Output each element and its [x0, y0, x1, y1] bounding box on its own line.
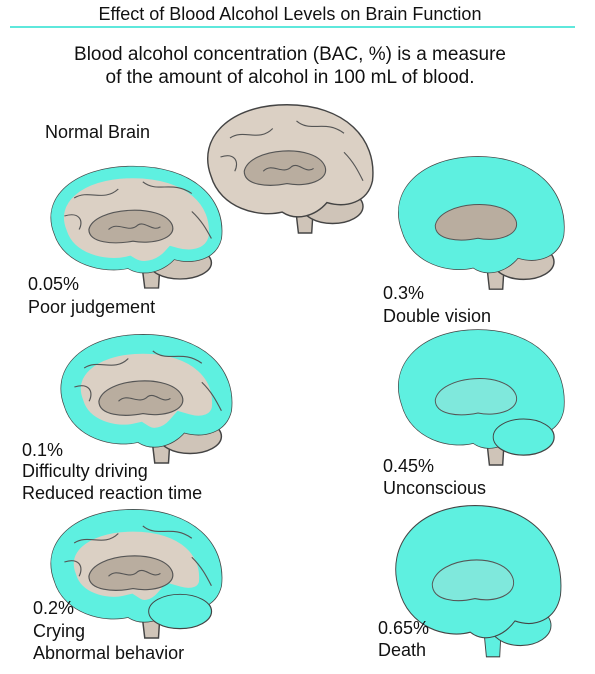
effect-label: Difficulty driving: [22, 461, 148, 481]
effect-label: Abnormal behavior: [33, 643, 184, 663]
brain-0-1: [61, 335, 231, 463]
bac-label: 0.05%: [28, 274, 79, 294]
effect-label: Crying: [33, 621, 85, 641]
subtitle-line: of the amount of alcohol in 100 mL of bl…: [106, 67, 475, 88]
brain-0-3: [383, 152, 573, 289]
bac-label: 0.1%: [22, 440, 63, 460]
brain-normal: [208, 105, 373, 233]
title: Effect of Blood Alcohol Levels on Brain …: [99, 4, 482, 24]
brain-0-2: [51, 510, 221, 638]
bac-label: 0.65%: [378, 618, 429, 638]
normal-label: Normal Brain: [45, 122, 150, 142]
bac-label: 0.2%: [33, 598, 74, 618]
subtitle-line: Blood alcohol concentration (BAC, %) is …: [74, 44, 506, 65]
effect-label: Death: [378, 640, 426, 660]
bac-label: 0.45%: [383, 456, 434, 476]
effect-label: Reduced reaction time: [22, 483, 202, 503]
effect-label: Double vision: [383, 306, 491, 326]
effect-label: Poor judgement: [28, 297, 155, 317]
brain-0-45: [383, 325, 573, 465]
bac-label: 0.3%: [383, 283, 424, 303]
brain-0-05: [51, 167, 221, 289]
effect-label: Unconscious: [383, 478, 486, 498]
